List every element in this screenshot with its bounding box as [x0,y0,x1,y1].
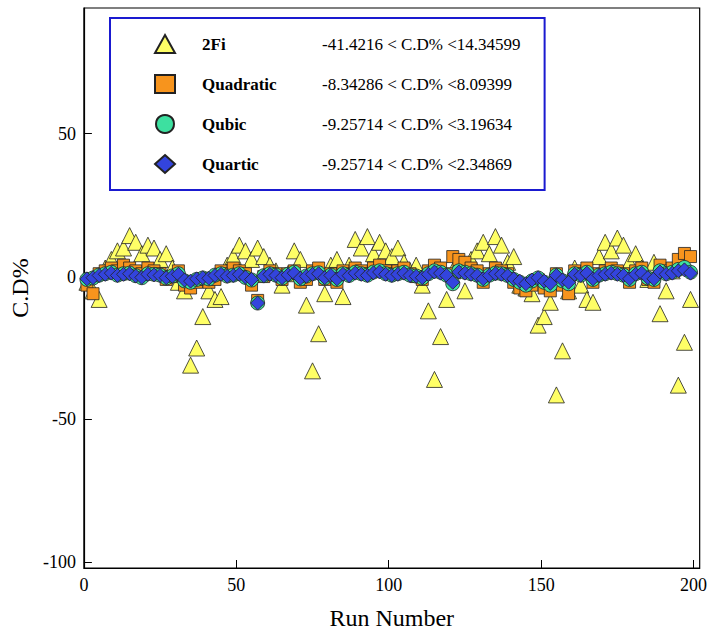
svg-text:-41.4216 < C.D% <14.34599: -41.4216 < C.D% <14.34599 [322,35,521,54]
svg-text:100: 100 [375,575,402,595]
svg-text:2Fi: 2Fi [202,35,226,54]
svg-text:Run Number: Run Number [329,605,454,631]
svg-text:0: 0 [79,575,88,595]
svg-text:50: 50 [227,575,245,595]
svg-text:C.D%: C.D% [7,258,33,317]
svg-text:200: 200 [680,575,707,595]
svg-text:150: 150 [528,575,555,595]
svg-text:Qubic: Qubic [202,115,247,134]
svg-text:Quartic: Quartic [202,155,259,174]
svg-text:-100: -100 [43,552,76,572]
svg-text:-8.34286 < C.D% <8.09399: -8.34286 < C.D% <8.09399 [322,75,512,94]
svg-text:Quadratic: Quadratic [202,75,277,94]
svg-text:-9.25714 < C.D% <2.34869: -9.25714 < C.D% <2.34869 [322,155,512,174]
svg-text:0: 0 [67,267,76,287]
svg-text:-9.25714 < C.D% <3.19634: -9.25714 < C.D% <3.19634 [322,115,513,134]
svg-text:-50: -50 [52,409,76,429]
svg-text:50: 50 [58,124,76,144]
